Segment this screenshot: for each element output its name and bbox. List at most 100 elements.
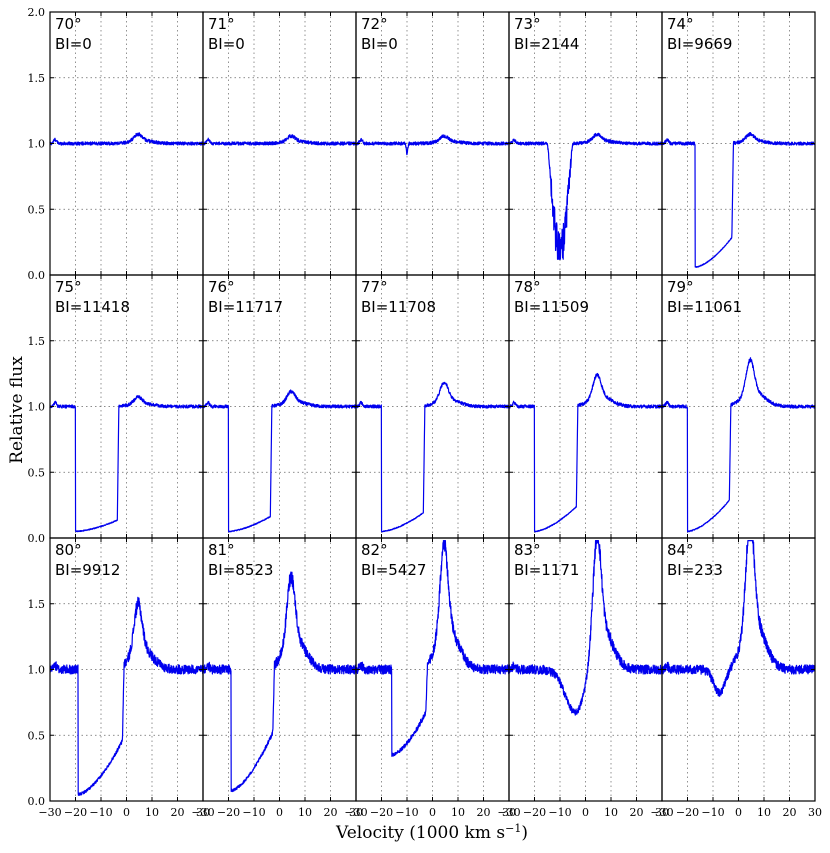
panel-bi-label: BI=9669 (667, 35, 732, 53)
spectrum-line (508, 132, 663, 260)
x-tick-label: 10 (757, 806, 771, 819)
spectrum-panel: 82° BI=5427 −30 −20 −10 0 10 20 30 (344, 537, 516, 819)
panel-angle-label: 82° (361, 541, 388, 559)
x-tick-label: 30 (655, 806, 669, 819)
y-tick-label: 0.0 (28, 532, 46, 545)
spectrum-panel: 84° BI=233 −30 −20 −10 0 10 20 30 (650, 537, 822, 819)
x-tick-label: −10 (89, 806, 112, 819)
x-tick-label: 30 (808, 806, 822, 819)
panel-bi-label: BI=0 (361, 35, 398, 53)
spectrum-panel: 70° BI=0 0.0 0.5 1.0 1.5 2.0 (28, 6, 204, 282)
spectrum-line (508, 372, 663, 533)
y-tick-label: 0.5 (28, 203, 46, 216)
panel-bi-label: BI=11708 (361, 298, 436, 316)
x-tick-label: 20 (783, 806, 797, 819)
spectrum-panel: 74° BI=9669 (661, 11, 816, 276)
panel-angle-label: 80° (55, 541, 82, 559)
y-axis-label: Relative flux (7, 356, 27, 464)
panel-angle-label: 81° (208, 541, 235, 559)
panel-bi-label: BI=2144 (514, 35, 579, 53)
x-tick-label: 0 (276, 806, 283, 819)
x-tick-label: 0 (429, 806, 436, 819)
spectrum-line (49, 132, 204, 146)
x-axis-label: Velocity (1000 km s−1) (335, 822, 528, 844)
spectrum-line (661, 540, 816, 697)
panel-bi-label: BI=233 (667, 561, 723, 579)
panel-angle-label: 71° (208, 15, 235, 33)
x-tick-label: 0 (735, 806, 742, 819)
panel-bi-label: BI=1171 (514, 561, 579, 579)
spectrum-line (661, 357, 816, 533)
panel-angle-label: 75° (55, 278, 82, 296)
y-tick-label: 1.0 (28, 401, 46, 414)
panel-bi-label: BI=0 (208, 35, 245, 53)
x-tick-label: 30 (196, 806, 210, 819)
x-tick-label: 10 (604, 806, 618, 819)
panel-layer: 70° BI=0 0.0 0.5 1.0 1.5 2.0 71° BI=0 72° BI=0 73° B… (28, 6, 823, 819)
x-tick-label: −30 (650, 806, 673, 819)
x-tick-label: 20 (324, 806, 338, 819)
panel-bi-label: BI=11418 (55, 298, 130, 316)
panel-bi-label: BI=8523 (208, 561, 273, 579)
panel-angle-label: 76° (208, 278, 235, 296)
x-tick-label: −30 (497, 806, 520, 819)
spectrum-panel: 80° BI=9912 0.0 0.5 1.0 1.5 −30 −20 −10 0 10 20 30 (28, 537, 210, 819)
spectrum-panel: 78° BI=11509 (508, 274, 663, 539)
x-tick-label: 10 (451, 806, 465, 819)
panel-angle-label: 70° (55, 15, 82, 33)
spectrum-line (355, 540, 510, 757)
panel-angle-label: 84° (667, 541, 694, 559)
y-tick-label: 2.0 (28, 6, 46, 19)
x-tick-label: 0 (582, 806, 589, 819)
x-tick-label: 10 (145, 806, 159, 819)
panel-angle-label: 78° (514, 278, 541, 296)
panel-angle-label: 83° (514, 541, 541, 559)
spectrum-line (355, 134, 510, 156)
y-tick-label: 0.0 (28, 269, 46, 282)
panel-angle-label: 77° (361, 278, 388, 296)
y-tick-label: 1.5 (28, 598, 46, 611)
spectrum-panel: 73° BI=2144 (508, 11, 663, 276)
y-tick-label: 1.0 (28, 664, 46, 677)
panel-bi-label: BI=11061 (667, 298, 742, 316)
spectrum-panel: 79° BI=11061 (661, 274, 816, 539)
spectrum-line (202, 571, 357, 793)
x-tick-label: −20 (523, 806, 546, 819)
x-tick-label: −30 (38, 806, 61, 819)
panel-angle-label: 79° (667, 278, 694, 296)
x-tick-label: 20 (171, 806, 185, 819)
panel-bi-label: BI=5427 (361, 561, 426, 579)
x-tick-label: 30 (349, 806, 363, 819)
y-tick-label: 1.5 (28, 335, 46, 348)
x-tick-label: 20 (477, 806, 491, 819)
x-tick-label: −10 (242, 806, 265, 819)
spectrum-line (202, 389, 357, 533)
x-tick-label: −20 (64, 806, 87, 819)
spectrum-line (49, 596, 204, 796)
y-tick-label: 1.0 (28, 138, 46, 151)
panel-bi-label: BI=9912 (55, 561, 120, 579)
x-tick-label: 0 (123, 806, 130, 819)
spectrum-line (661, 131, 816, 268)
x-tick-label: −10 (548, 806, 571, 819)
panel-angle-label: 73° (514, 15, 541, 33)
panel-angle-label: 72° (361, 15, 388, 33)
x-tick-label: 10 (298, 806, 312, 819)
y-tick-label: 0.5 (28, 729, 46, 742)
x-tick-label: −10 (701, 806, 724, 819)
x-tick-label: 30 (502, 806, 516, 819)
y-tick-label: 1.5 (28, 72, 46, 85)
spectrum-panel: 77° BI=11708 (355, 274, 510, 539)
spectrum-panel: 81° BI=8523 −30 −20 −10 0 10 20 30 (191, 537, 363, 819)
x-tick-label: 20 (630, 806, 644, 819)
spectrum-panel: 71° BI=0 (202, 11, 357, 276)
y-tick-label: 0.5 (28, 466, 46, 479)
panel-bi-label: BI=0 (55, 35, 92, 53)
spectrum-panel: 76° BI=11717 (202, 274, 357, 539)
x-tick-label: −10 (395, 806, 418, 819)
x-tick-label: −20 (676, 806, 699, 819)
x-tick-label: −20 (217, 806, 240, 819)
spectrum-panel: 72° BI=0 (355, 11, 510, 276)
spectrum-line (49, 395, 204, 533)
